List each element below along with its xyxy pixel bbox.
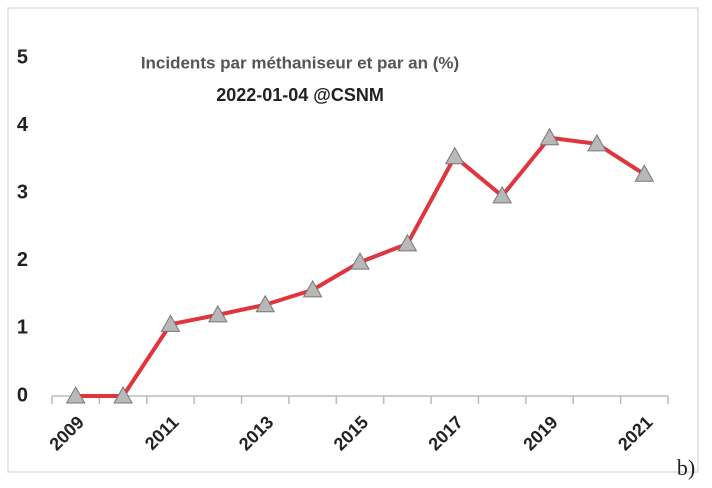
point-marker: [65, 385, 86, 404]
point-marker: [397, 233, 418, 252]
point-marker: [302, 279, 323, 298]
y-tick-label: 4: [17, 114, 29, 136]
x-tick-label: 2015: [330, 412, 372, 454]
point-marker: [350, 252, 370, 270]
point-marker: [634, 164, 655, 182]
x-tick-label: 2019: [519, 412, 561, 454]
point-marker: [587, 133, 607, 152]
x-tick-label: 2017: [424, 412, 466, 454]
x-tick-label: 2011: [141, 412, 183, 454]
y-tick-label: 0: [17, 384, 28, 406]
point-marker: [160, 314, 181, 332]
x-tick-label: 2021: [614, 412, 656, 454]
point-marker: [255, 294, 276, 313]
point-marker: [444, 146, 465, 165]
y-tick-label: 3: [17, 181, 28, 203]
point-marker: [492, 185, 513, 204]
point-marker: [539, 127, 560, 146]
chart-title: Incidents par méthaniseur et par an (%): [141, 53, 459, 72]
y-tick-label: 5: [17, 46, 28, 68]
point-marker: [113, 385, 133, 404]
y-tick-label: 1: [17, 317, 28, 339]
chart-border: [7, 7, 699, 473]
y-tick-label: 2: [17, 249, 28, 271]
panel-label: b): [677, 455, 695, 480]
point-marker: [207, 304, 228, 323]
chart-subtitle: 2022-01-04 @CSNM: [216, 85, 384, 105]
x-tick-label: 2013: [235, 412, 277, 454]
x-tick-label: 2009: [45, 412, 87, 454]
